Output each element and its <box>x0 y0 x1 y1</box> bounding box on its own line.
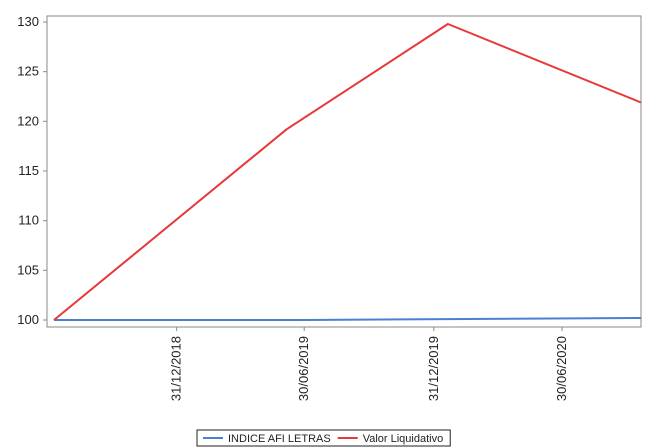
y-axis: 100 105 110 115 120 125 130 <box>17 14 47 327</box>
legend: INDICE AFI LETRAS Valor Liquidativo <box>196 429 451 447</box>
y-tick-label: 115 <box>18 163 39 178</box>
y-tick-label: 110 <box>18 213 39 228</box>
y-tick-label: 100 <box>17 312 39 327</box>
x-tick-label: 30/06/2020 <box>554 336 569 401</box>
legend-label: INDICE AFI LETRAS <box>228 433 331 445</box>
series-lines <box>53 23 642 321</box>
series-line <box>53 23 642 321</box>
y-tick-label: 120 <box>17 113 39 128</box>
y-tick-label: 125 <box>17 64 39 79</box>
x-tick-label: 30/06/2019 <box>296 336 311 401</box>
x-axis: 31/12/2018 30/06/2019 31/12/2019 30/06/2020 <box>169 327 569 401</box>
y-tick-label: 130 <box>17 14 39 29</box>
legend-label: Valor Liquidativo <box>363 433 444 445</box>
legend-box <box>196 429 451 447</box>
series-line <box>54 317 642 321</box>
x-tick-label: 31/12/2018 <box>169 336 184 401</box>
plot-area <box>46 15 642 328</box>
x-tick-label: 31/12/2019 <box>426 336 441 401</box>
y-tick-label: 105 <box>17 262 39 277</box>
